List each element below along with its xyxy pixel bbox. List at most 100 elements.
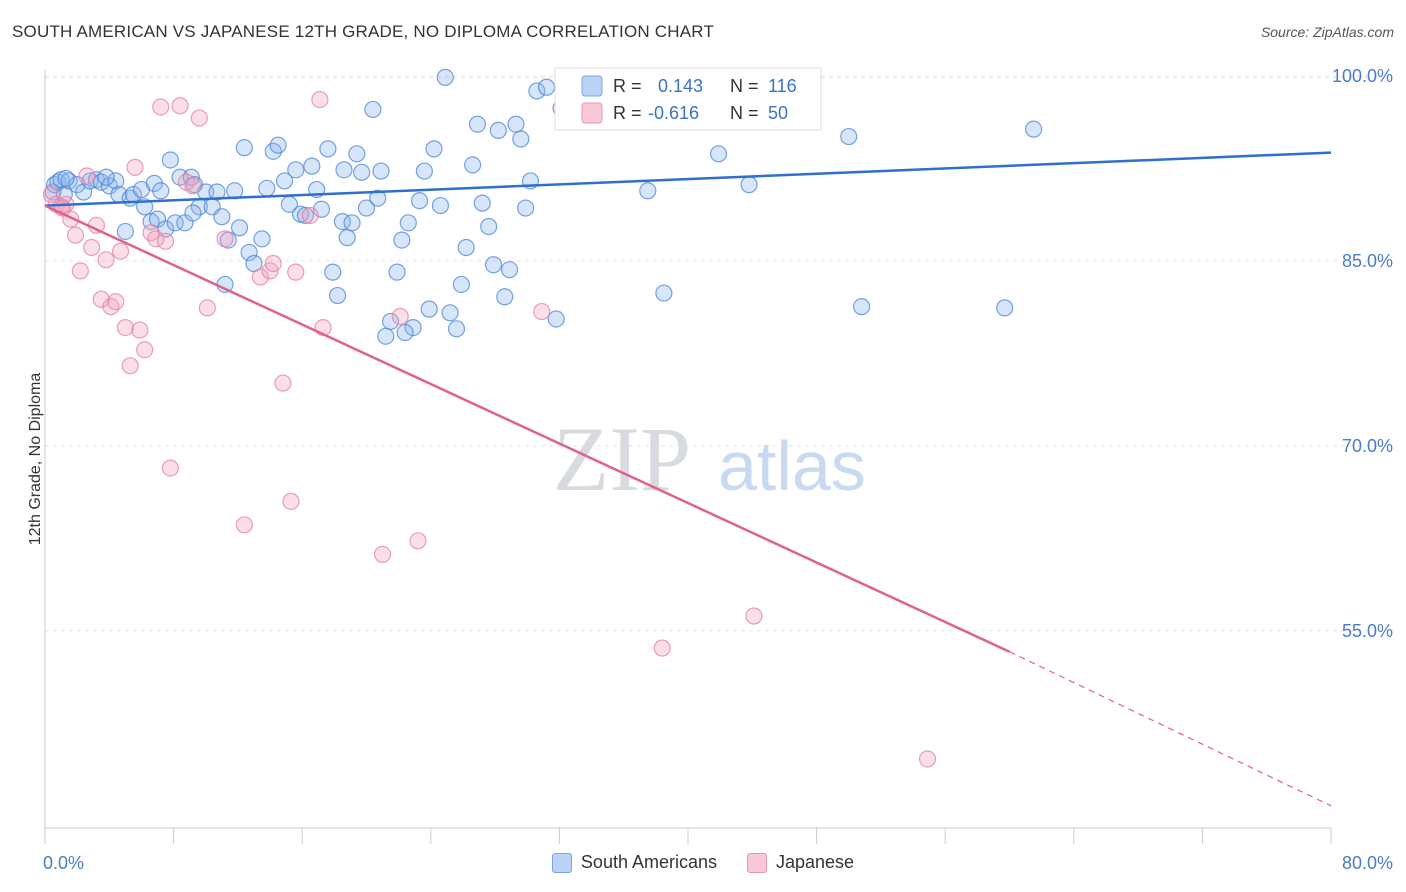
japanese-point bbox=[301, 206, 319, 225]
japanese-point bbox=[83, 238, 101, 257]
south-american-point bbox=[512, 130, 530, 148]
south-american-point bbox=[364, 100, 382, 119]
south-american-point bbox=[275, 172, 294, 190]
south-american-point bbox=[489, 121, 507, 139]
south-american-point bbox=[335, 161, 353, 179]
south-american-point bbox=[447, 320, 466, 338]
south-american-point bbox=[399, 214, 417, 232]
japanese-point bbox=[131, 321, 149, 339]
legend-item-south-americans[interactable]: South Americans bbox=[551, 852, 717, 873]
legend-item-japanese[interactable]: Japanese bbox=[747, 852, 854, 873]
south-american-point bbox=[468, 115, 487, 133]
tick-labels: 100.0% 85.0% 70.0% 55.0% 0.0% 80.0% bbox=[43, 66, 1393, 873]
japanese-point bbox=[282, 492, 300, 510]
south-american-point bbox=[500, 261, 519, 279]
trend-lines bbox=[44, 151, 1332, 807]
south-american-point bbox=[639, 182, 657, 200]
japanese-point bbox=[71, 262, 89, 280]
y-tick-label: 85.0% bbox=[1342, 251, 1393, 271]
axes bbox=[44, 70, 1332, 844]
japanese-point bbox=[274, 374, 292, 392]
y-tick-label: 100.0% bbox=[1332, 66, 1393, 86]
stats-legend: R = 0.143 N = 116 R = -0.616 N = 50 bbox=[554, 67, 822, 131]
south-american-point bbox=[1025, 120, 1043, 138]
y-axis-label: 12th Grade, No Diploma bbox=[27, 372, 44, 546]
japanese-point bbox=[66, 226, 85, 244]
south-american-point bbox=[441, 304, 459, 322]
south-american-point bbox=[396, 323, 414, 342]
south-american-point bbox=[709, 145, 728, 163]
south-american-point bbox=[296, 206, 315, 225]
japanese-point bbox=[107, 293, 125, 311]
japanese-point bbox=[264, 254, 282, 273]
japanese-point bbox=[391, 307, 409, 326]
bottom-legend: South Americans Japanese bbox=[0, 852, 1406, 873]
south-american-point bbox=[57, 169, 75, 188]
south-american-point bbox=[410, 192, 429, 210]
legend-label-south-americans: South Americans bbox=[580, 852, 717, 872]
south-american-point bbox=[840, 127, 858, 146]
south-american-point bbox=[393, 231, 411, 249]
south-american-point bbox=[655, 284, 673, 302]
south-american-point bbox=[996, 299, 1014, 317]
japanese-point bbox=[42, 185, 61, 204]
legend-swatch-pink bbox=[747, 852, 767, 873]
south-american-point bbox=[496, 288, 514, 306]
japanese-point bbox=[190, 109, 208, 127]
south-american-point bbox=[338, 229, 356, 247]
japanese-point bbox=[156, 232, 175, 250]
stats-r-value-pink: -0.616 bbox=[648, 103, 699, 123]
japanese-trend-extension bbox=[1009, 651, 1332, 807]
japanese-point bbox=[311, 90, 329, 109]
south-american-point bbox=[184, 204, 202, 222]
south-american-point bbox=[415, 162, 433, 180]
south-american-point bbox=[484, 256, 503, 274]
legend-label-japanese: Japanese bbox=[776, 852, 855, 872]
south-american-point bbox=[431, 196, 450, 215]
chart-title: SOUTH AMERICAN VS JAPANESE 12TH GRADE, N… bbox=[12, 22, 715, 41]
south-american-point bbox=[166, 214, 184, 232]
y-tick-label: 55.0% bbox=[1342, 621, 1393, 641]
x-tick-label-min: 0.0% bbox=[43, 853, 84, 873]
south-american-point bbox=[388, 263, 406, 281]
south-american-point bbox=[208, 183, 226, 201]
south-american-point bbox=[97, 168, 115, 186]
x-tick-label-max: 80.0% bbox=[1342, 853, 1393, 873]
south-american-point bbox=[230, 219, 249, 237]
south-american-point bbox=[377, 327, 395, 345]
source-label: Source: ZipAtlas.com bbox=[1260, 24, 1394, 40]
south-american-point bbox=[116, 222, 134, 241]
south-american-point bbox=[92, 173, 110, 191]
south-american-point bbox=[372, 162, 390, 180]
japanese-point bbox=[111, 242, 130, 260]
south-american-point bbox=[258, 179, 276, 197]
south-american-point bbox=[420, 300, 438, 318]
south-american-point bbox=[161, 151, 179, 169]
south-american-point bbox=[436, 68, 454, 86]
stats-swatch-pink bbox=[581, 102, 603, 124]
south-american-point bbox=[517, 199, 535, 217]
japanese-point bbox=[653, 639, 671, 657]
japanese-point bbox=[116, 318, 134, 337]
south-american-point bbox=[303, 157, 321, 175]
stats-r-label-blue: R = bbox=[613, 76, 642, 96]
south-american-point bbox=[348, 145, 366, 163]
japanese-point bbox=[409, 532, 427, 550]
stats-r-value-blue: 0.143 bbox=[658, 76, 703, 96]
japanese-point bbox=[97, 251, 115, 269]
south-american-point bbox=[547, 310, 565, 328]
japanese-point bbox=[78, 167, 96, 185]
south-american-point bbox=[382, 312, 400, 331]
south-american-point bbox=[357, 199, 376, 217]
japanese-point bbox=[533, 302, 551, 321]
japanese-point bbox=[235, 516, 253, 534]
south-american-point bbox=[463, 156, 482, 174]
south-american-point bbox=[452, 275, 470, 294]
south-american-point bbox=[353, 163, 371, 181]
stats-r-label-pink: R = bbox=[613, 103, 642, 123]
stats-swatch-blue bbox=[581, 75, 603, 97]
south-american-point bbox=[324, 263, 342, 281]
japanese-point bbox=[216, 230, 234, 248]
japanese-point bbox=[251, 268, 270, 286]
